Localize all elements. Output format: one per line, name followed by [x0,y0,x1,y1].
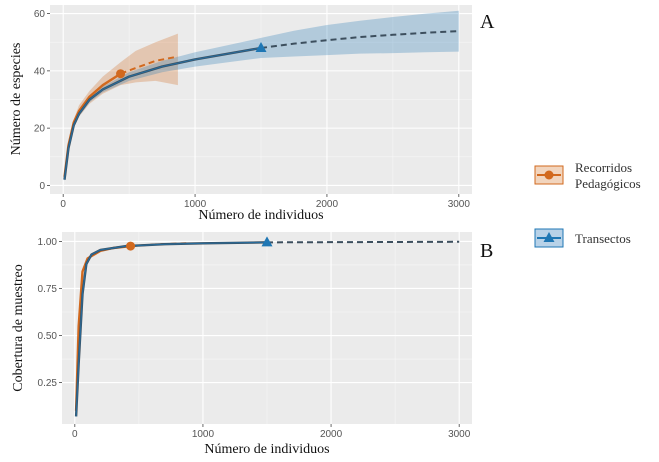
y-tick-label: 40 [34,66,46,77]
observed-point-recorridos [126,242,135,251]
legend-item-recorridos: Recorridos Pedagógicos [535,160,641,191]
observed-point-recorridos [116,69,125,78]
panel-b: 0 1000 2000 3000 0.25 0.50 0.75 1.00 Número de… [11,232,493,457]
panel-a-y-axis-title: Número de especies [9,43,24,156]
panel-b-label: B [480,240,493,262]
x-tick-label: 0 [72,429,78,440]
circle-marker-icon [545,171,554,180]
y-tick-label: 1.00 [38,237,58,248]
legend-label-recorridos-line1: Recorridos [575,160,632,175]
y-tick-label: 20 [34,124,46,135]
legend: Recorridos Pedagógicos Transectos [535,160,641,247]
legend-item-transectos: Transectos [535,229,631,247]
y-tick-label: 0.25 [38,378,58,389]
legend-label-transectos: Transectos [575,231,631,246]
y-tick-label: 0.50 [38,331,58,342]
x-tick-label: 3000 [448,429,471,440]
panel-a-label: A [480,11,495,33]
panel-a-x-axis-title: Número de individuos [198,208,323,223]
panel-b-y-axis-title: Cobertura de muestreo [11,264,26,392]
panel-a-y-ticks: 0 20 40 60 [34,9,50,192]
x-tick-label: 2000 [320,429,343,440]
x-tick-label: 3000 [448,199,471,210]
y-tick-label: 0.75 [38,284,58,295]
y-tick-label: 60 [34,9,46,20]
panel-b-y-ticks: 0.25 0.50 0.75 1.00 [38,237,62,389]
y-tick-label: 0 [39,181,45,192]
panel-b-x-ticks: 0 1000 2000 3000 [72,424,471,440]
x-tick-label: 1000 [192,429,215,440]
legend-label-recorridos-line2: Pedagógicos [575,176,641,191]
x-tick-label: 0 [60,199,66,210]
panel-b-x-axis-title: Número de individuos [204,442,329,457]
